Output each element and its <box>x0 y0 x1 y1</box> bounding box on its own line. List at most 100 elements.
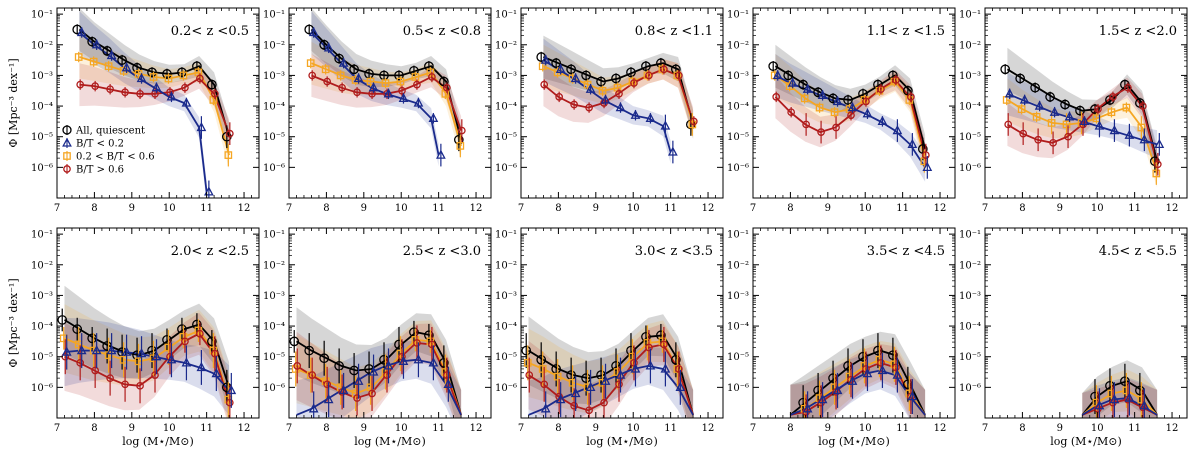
x-tick-label: 12 <box>470 423 483 434</box>
marker-bt_low <box>76 26 87 37</box>
x-tick-label: 12 <box>934 423 947 434</box>
marker-bt_low <box>136 72 147 83</box>
marker-bt_high <box>443 83 451 92</box>
redshift-label: 3.0< z <3.5 <box>635 244 713 259</box>
marker-all <box>873 345 883 356</box>
marker-all <box>394 70 404 81</box>
marker-bt_mid <box>224 151 233 159</box>
marker-bt_high <box>525 371 534 379</box>
y-tick-label: 10⁻⁴ <box>31 102 53 113</box>
marker-all <box>1060 99 1070 110</box>
marker-bt_high <box>600 398 608 407</box>
marker-bt_high <box>645 71 653 80</box>
redshift-label: 3.5< z <4.5 <box>867 244 945 259</box>
marker-bt_low <box>338 384 349 395</box>
marker-bt_high <box>323 380 332 389</box>
marker-all <box>117 55 127 65</box>
marker-bt_low <box>353 72 364 83</box>
y-tick-label: 10⁻² <box>31 40 53 51</box>
marker-all <box>521 345 532 356</box>
panel-7: 7 8 9 10 11 12 10⁻⁶ 10⁻⁵ 10⁻⁴ 10⁻³ 10⁻² 10⁻¹ 2.5< z … <box>263 227 492 448</box>
marker-bt_low <box>600 94 611 104</box>
y-tick-label: 10⁻² <box>959 40 981 51</box>
y-tick-label: 10⁻² <box>727 260 749 271</box>
marker-bt_low <box>398 92 409 103</box>
marker-bt_mid <box>643 339 652 347</box>
marker-bt_low <box>615 369 626 379</box>
marker-bt_low <box>151 82 162 92</box>
marker-bt_high <box>443 371 451 379</box>
marker-bt_mid <box>89 57 98 66</box>
marker-bt_high <box>211 349 219 358</box>
x-tick-label: 8 <box>1019 423 1025 434</box>
y-tick-label: 10⁻³ <box>263 291 285 302</box>
marker-bt_mid <box>800 94 809 103</box>
x-tick-label: 7 <box>982 203 988 214</box>
marker-bt_low <box>847 375 858 385</box>
marker-bt_low <box>1109 394 1120 404</box>
y-tick-label: 10⁻¹ <box>263 10 285 21</box>
panel-1: 7 8 9 10 11 12 10⁻⁶ 10⁻⁵ 10⁻⁴ 10⁻³ 10⁻² 10⁻¹ 0.2< z … <box>7 7 260 214</box>
line-all <box>310 28 462 141</box>
marker-bt_low <box>166 354 177 364</box>
marker-bt_high <box>1109 93 1117 101</box>
marker-all <box>581 70 591 81</box>
marker-all <box>1000 64 1011 75</box>
marker-bt_low <box>817 89 828 99</box>
plot-area <box>536 35 698 164</box>
band-bt_mid <box>64 304 230 418</box>
marker-bt_low <box>877 364 888 375</box>
marker-bt_high <box>660 340 668 349</box>
y-tick-label: 10⁻⁵ <box>263 352 285 363</box>
marker-bt_low <box>61 346 72 356</box>
marker-all <box>1045 92 1055 102</box>
marker-bt_high <box>689 117 698 126</box>
redshift-label: 4.5< z <5.5 <box>1099 244 1177 259</box>
line-bt_high <box>79 77 230 134</box>
marker-bt_mid <box>104 62 113 71</box>
x-tick-label: 11 <box>1128 203 1141 214</box>
marker-bt_high <box>1064 132 1072 141</box>
plot-area <box>72 8 234 198</box>
marker-bt_high <box>338 83 346 92</box>
line-bt_high <box>528 343 694 416</box>
panel-5: 7 8 9 10 11 12 10⁻⁶ 10⁻⁵ 10⁻⁴ 10⁻³ 10⁻² 10⁻¹ 1.5< z … <box>959 7 1188 214</box>
marker-all <box>334 361 344 371</box>
y-tick-label: 10⁻⁵ <box>727 132 749 143</box>
legend-marker-all <box>62 125 72 135</box>
marker-bt_mid <box>426 68 435 77</box>
marker-bt_mid <box>553 372 562 381</box>
panel-4: 7 8 9 10 11 12 10⁻⁶ 10⁻⁵ 10⁻⁴ 10⁻³ 10⁻² 10⁻¹ 1.1< z … <box>727 7 956 214</box>
marker-bt_low <box>555 63 566 73</box>
x-tick-label: 10 <box>859 203 872 214</box>
y-tick-label: 10⁻¹ <box>495 10 517 21</box>
marker-bt_low <box>1124 392 1135 402</box>
marker-all <box>453 134 464 145</box>
marker-bt_high <box>1153 160 1162 169</box>
marker-bt_high <box>428 340 436 349</box>
marker-all <box>319 353 330 364</box>
panel-frame <box>984 227 1188 419</box>
x-tick-label: 11 <box>664 203 677 214</box>
marker-bt_low <box>76 344 87 355</box>
marker-bt_high <box>615 89 623 98</box>
x-tick-label: 9 <box>1057 423 1063 434</box>
marker-bt_high <box>308 371 317 379</box>
x-tick-label: 8 <box>323 203 329 214</box>
marker-bt_mid <box>830 108 839 117</box>
marker-bt_high <box>181 337 189 346</box>
marker-bt_low <box>892 124 903 135</box>
marker-bt_low <box>667 146 678 156</box>
line-bt_low <box>78 31 208 193</box>
marker-bt_low <box>1094 120 1105 130</box>
marker-bt_high <box>323 77 332 86</box>
panel-frame <box>288 7 492 199</box>
marker-bt_low <box>196 361 207 372</box>
x-tick-label: 9 <box>361 423 367 434</box>
marker-bt_high <box>772 93 781 101</box>
marker-bt_high <box>353 88 361 97</box>
legend: All, quiescent B/T < 0.2 0.2 < B/T < 0.6 B/… <box>62 125 155 176</box>
plot-area <box>57 285 237 418</box>
panel-3: 7 8 9 10 11 12 10⁻⁶ 10⁻⁵ 10⁻⁴ 10⁻³ 10⁻² 10⁻¹ 0.8< z … <box>495 7 724 214</box>
plot-area <box>1000 47 1165 188</box>
